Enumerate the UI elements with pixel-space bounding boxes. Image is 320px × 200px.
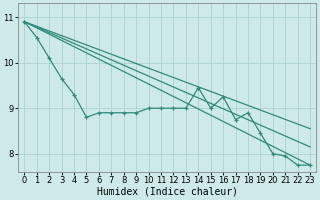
X-axis label: Humidex (Indice chaleur): Humidex (Indice chaleur) xyxy=(97,187,238,197)
